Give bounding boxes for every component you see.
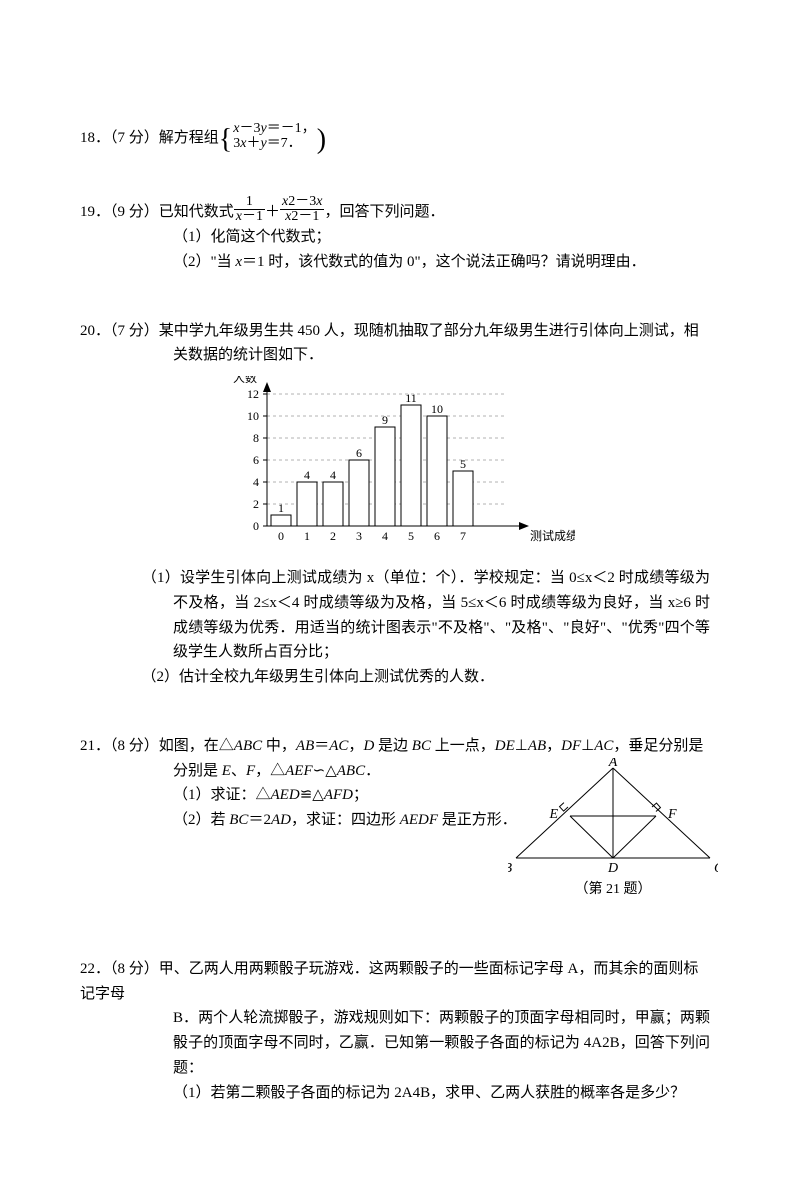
svg-text:0: 0 — [278, 529, 284, 543]
svg-text:10: 10 — [431, 402, 443, 416]
p20-sub1: （1）设学生引体向上测试成绩为 x（单位：个）．学校规定：当 0≤x＜2 时成绩… — [80, 566, 710, 665]
svg-text:测试成绩 x/个: 测试成绩 x/个 — [530, 528, 575, 543]
svg-text:3: 3 — [356, 529, 362, 543]
svg-text:5: 5 — [408, 529, 414, 543]
frac2-den: x2－1 — [280, 210, 324, 225]
p21-line1: 21．（8 分）如图，在△ABC 中，AB＝AC，D 是边 BC 上一点，DE⊥… — [80, 734, 710, 759]
close-brace-icon: ) — [317, 130, 326, 150]
p19-frac2: x2－3x x2－1 — [280, 195, 324, 225]
svg-text:8: 8 — [253, 431, 259, 445]
plus-text: ＋ — [265, 200, 280, 225]
p20-s1-text: （1）设学生引体向上测试成绩为 x（单位：个）．学校规定：当 0≤x＜2 时成绩… — [142, 570, 711, 660]
svg-text:C: C — [714, 861, 718, 876]
svg-text:2: 2 — [330, 529, 336, 543]
p19-sub1: （1）化简这个代数式； — [80, 225, 710, 250]
p22-body-rest: B．两个人轮流掷骰子，游戏规则如下：两颗骰子的顶面字母相同时，甲赢；两颗骰子的顶… — [80, 1006, 710, 1080]
p21-sub2: （2）若 BC＝2AD，求证：四边形 AEDF 是正方形． — [80, 808, 563, 833]
p20-sub2: （2）估计全校九年级男生引体向上测试优秀的人数． — [80, 665, 710, 690]
p20-bar-chart: 024681012人数104142639411510657测试成绩 x/个 — [215, 376, 575, 556]
svg-text:6: 6 — [253, 453, 259, 467]
p21-number: 21 — [80, 738, 95, 754]
svg-text:B: B — [508, 861, 512, 876]
p20-number: 20 — [80, 323, 95, 339]
p19-points: （9 分） — [110, 204, 159, 220]
p21-num: 21．（8 分） — [80, 738, 159, 754]
frac1-num: 1 — [234, 195, 265, 211]
p20-chart: 024681012人数104142639411510657测试成绩 x/个 — [80, 376, 710, 556]
svg-text:9: 9 — [382, 413, 388, 427]
svg-text:E: E — [548, 807, 558, 822]
p19-sub2: （2）"当 x＝1 时，该代数式的值为 0"，这个说法正确吗？请说明理由． — [80, 250, 710, 275]
svg-text:11: 11 — [405, 391, 417, 405]
p22-points: （8 分） — [110, 961, 159, 977]
svg-text:5: 5 — [460, 457, 466, 471]
svg-text:10: 10 — [247, 409, 259, 423]
p18-number: 18 — [80, 130, 95, 146]
svg-text:F: F — [667, 807, 677, 822]
svg-text:A: A — [608, 758, 618, 770]
p18-num: 18．（7 分） — [80, 126, 159, 151]
problem-18: 18．（7 分） 解方程组 { x－3y＝－1， 3x＋y＝7． ) — [80, 120, 710, 151]
p18-eq1: x－3y＝－1， — [233, 121, 315, 136]
svg-text:12: 12 — [247, 387, 259, 401]
p20-body-rest: 关数据的统计图如下． — [80, 343, 710, 368]
p19-line: 19．（9 分） 已知代数式 1 x－1 ＋ x2－3x x2－1 ，回答下列问… — [80, 195, 710, 225]
p18-line: 18．（7 分） 解方程组 { x－3y＝－1， 3x＋y＝7． ) — [80, 120, 710, 151]
p20-body-first: 某中学九年级男生共 450 人，现随机抽取了部分九年级男生进行引体向上测试，相 — [159, 323, 699, 339]
problem-21: 21．（8 分）如图，在△ABC 中，AB＝AC，D 是边 BC 上一点，DE⊥… — [80, 734, 710, 913]
frac1-den: x－1 — [234, 210, 265, 225]
p22-head: 22．（8 分）甲、乙两人用两颗骰子玩游戏．这两颗骰子的一些面标记字母 A，而其… — [80, 957, 710, 1007]
svg-text:人数: 人数 — [233, 376, 257, 385]
svg-text:4: 4 — [330, 468, 336, 482]
svg-text:0: 0 — [253, 519, 259, 533]
svg-text:1: 1 — [278, 501, 284, 515]
p20-points: （7 分） — [110, 323, 159, 339]
svg-text:D: D — [607, 861, 618, 876]
p18-eq2: 3x＋y＝7． — [233, 136, 315, 151]
p21-line2: 、分别是 E、F，△AEF∽△ABC． — [80, 759, 563, 784]
p19-frac1: 1 x－1 — [234, 195, 265, 225]
p19-number: 19 — [80, 204, 95, 220]
problem-20: 20．（7 分）某中学九年级男生共 450 人，现随机抽取了部分九年级男生进行引… — [80, 319, 710, 690]
problem-22: 22．（8 分）甲、乙两人用两颗骰子玩游戏．这两颗骰子的一些面标记字母 A，而其… — [80, 957, 710, 1106]
p19-suffix: ，回答下列问题． — [324, 200, 444, 225]
p18-points: （7 分） — [110, 130, 159, 146]
svg-text:6: 6 — [434, 529, 440, 543]
svg-text:4: 4 — [382, 529, 388, 543]
svg-text:4: 4 — [304, 468, 310, 482]
svg-text:1: 1 — [304, 529, 310, 543]
problem-19: 19．（9 分） 已知代数式 1 x－1 ＋ x2－3x x2－1 ，回答下列问… — [80, 195, 710, 275]
p19-num: 19．（9 分） — [80, 200, 159, 225]
svg-text:4: 4 — [253, 475, 259, 489]
p22-number: 22 — [80, 961, 95, 977]
svg-text:6: 6 — [356, 446, 362, 460]
p21-points: （8 分） — [110, 738, 159, 754]
p18-equations: x－3y＝－1， 3x＋y＝7． — [233, 121, 315, 152]
svg-text:7: 7 — [460, 529, 466, 543]
p19-prefix: 已知代数式 — [159, 200, 234, 225]
p22-sub1: （1）若第二颗骰子各面的标记为 2A4B，求甲、乙两人获胜的概率各是多少？ — [80, 1081, 710, 1106]
p21-tail: ，垂足分别是 — [613, 738, 703, 754]
p22-body-first: 甲、乙两人用两颗骰子玩游戏．这两颗骰子的一些面标记字母 A，而其余的面则标记字母 — [80, 961, 698, 1002]
p20-head: 20．（7 分）某中学九年级男生共 450 人，现随机抽取了部分九年级男生进行引… — [80, 319, 710, 344]
triangle-diagram: A B C D E F — [508, 758, 718, 878]
open-brace-icon: { — [219, 130, 232, 150]
p20-num: 20．（7 分） — [80, 323, 159, 339]
svg-text:2: 2 — [253, 497, 259, 511]
p21-caption: （第 21 题） — [508, 878, 718, 901]
p18-prefix: 解方程组 — [159, 126, 219, 151]
p21-sub1: （1）求证：△AED≌△AFD； — [80, 783, 563, 808]
frac2-num: x2－3x — [280, 195, 324, 211]
p21-figure: A B C D E F （第 21 题） — [508, 758, 718, 901]
p22-num: 22．（8 分） — [80, 961, 159, 977]
